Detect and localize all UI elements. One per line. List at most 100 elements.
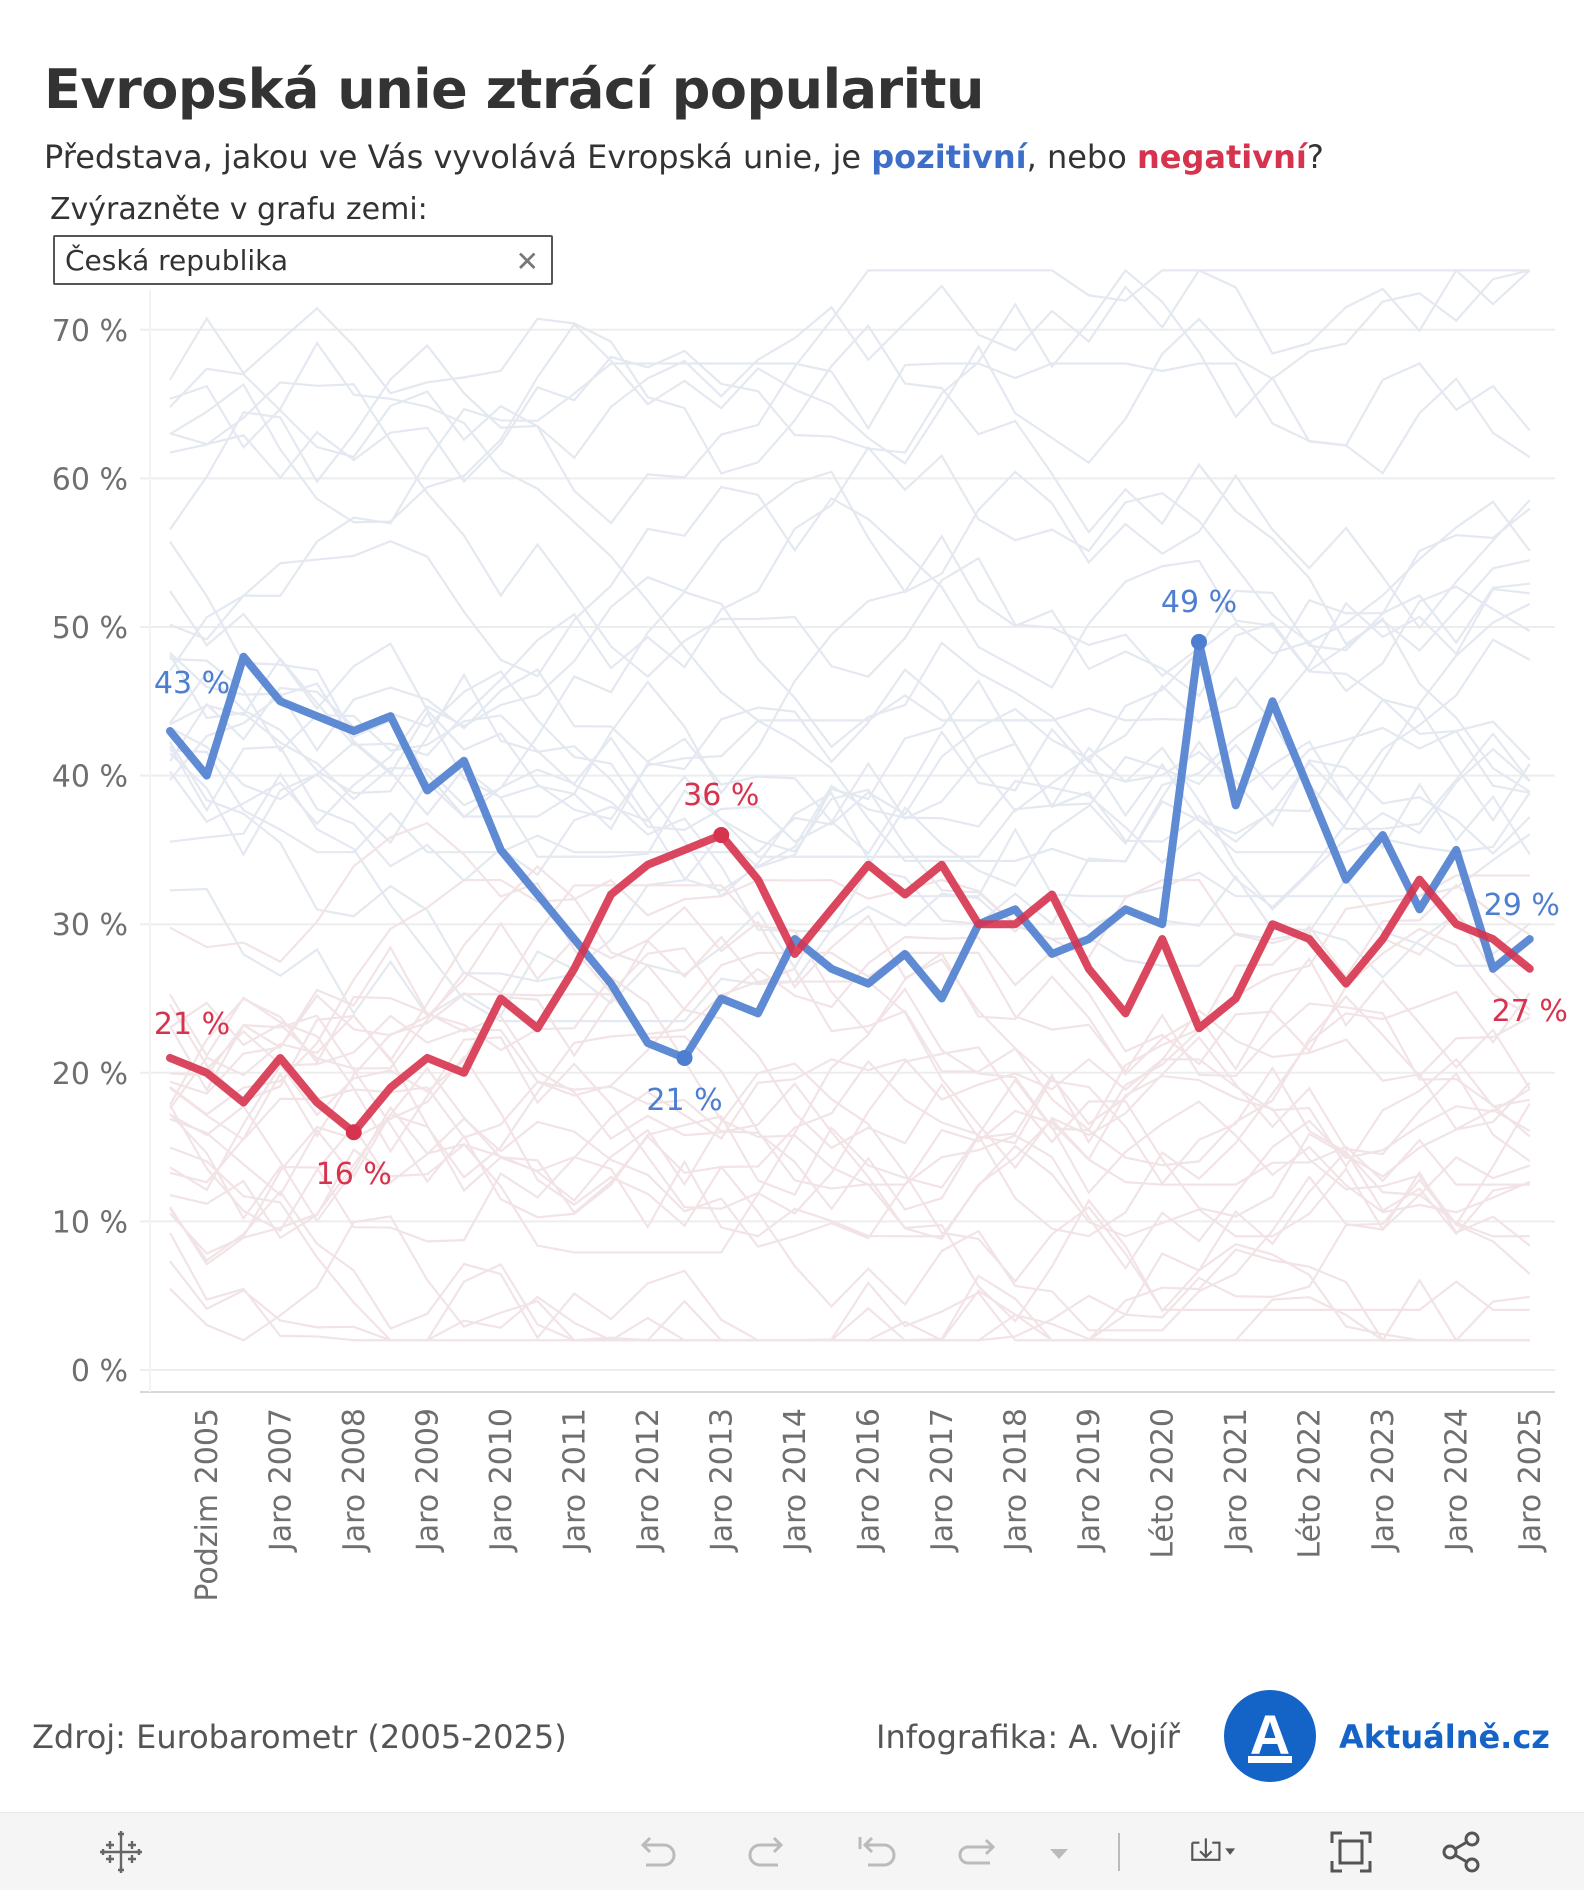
- annotation-dot: [676, 1049, 693, 1066]
- x-tick-label: Jaro 2023: [1366, 1408, 1401, 1553]
- close-icon[interactable]: ✕: [515, 245, 539, 278]
- background-country-line: [169, 1146, 1530, 1342]
- background-country-line: [169, 341, 1530, 722]
- annotation-label: 29 %: [1484, 888, 1560, 923]
- annotation-dot: [713, 827, 730, 844]
- viz-toolbar: [0, 1812, 1584, 1890]
- x-tick-label: Jaro 2007: [263, 1408, 298, 1553]
- toolbar-divider: [1118, 1833, 1120, 1871]
- series-line-negativní[interactable]: [166, 831, 1534, 1137]
- background-country-lines: [169, 268, 1531, 1343]
- subtitle-text: Představa, jakou ve Vás vyvolává Evropsk…: [44, 138, 872, 176]
- y-tick-label: 0 %: [71, 1354, 128, 1389]
- background-country-line: [169, 1066, 1530, 1238]
- background-country-line: [169, 678, 1531, 1018]
- background-country-line: [169, 381, 1531, 679]
- y-axis: 0 % 10 % 20 % 30 % 40 % 50 % 60 % 70 %: [52, 314, 128, 1389]
- x-tick-label: Podzim 2005: [190, 1408, 225, 1602]
- aktualne-logo[interactable]: A: [1224, 1690, 1316, 1782]
- chart-title: Evropská unie ztrácí popularitu: [44, 58, 984, 121]
- country-filter-input[interactable]: Česká republika ✕: [53, 235, 553, 285]
- background-country-line: [169, 587, 1530, 858]
- subtitle-negative: negativní: [1136, 138, 1307, 176]
- credit-text: Infografika: A. Vojíř: [876, 1718, 1180, 1756]
- annotation-dot: [345, 1124, 362, 1141]
- x-tick-label: Léto 2022: [1292, 1408, 1327, 1559]
- highlighted-series: [166, 637, 1534, 1137]
- annotation-label: 43 %: [154, 666, 230, 701]
- subtitle-middle: , nebo: [1026, 138, 1137, 176]
- x-tick-label: Jaro 2018: [998, 1408, 1033, 1553]
- y-tick-label: 30 %: [52, 908, 128, 943]
- annotation-label: 21 %: [646, 1083, 722, 1118]
- x-tick-label: Jaro 2012: [631, 1408, 666, 1553]
- background-country-line: [169, 534, 1531, 818]
- background-country-line: [169, 993, 1530, 1323]
- background-country-line: [169, 306, 1530, 653]
- dropdown-arrow-icon[interactable]: [1034, 1827, 1084, 1877]
- background-country-line: [169, 884, 1531, 1214]
- background-country-line: [169, 1055, 1531, 1332]
- background-country-line: [169, 585, 1531, 807]
- background-country-line: [169, 993, 1531, 1218]
- refresh-icon[interactable]: [952, 1827, 1002, 1877]
- background-country-line: [169, 945, 1530, 1186]
- x-tick-label: Jaro 2010: [484, 1408, 519, 1553]
- revert-icon[interactable]: [852, 1827, 902, 1877]
- y-tick-label: 50 %: [52, 611, 128, 646]
- fullscreen-icon[interactable]: [1326, 1827, 1376, 1877]
- series-line-pozitivní[interactable]: [166, 637, 1534, 1062]
- x-tick-label: Jaro 2014: [778, 1408, 813, 1553]
- y-tick-label: 70 %: [52, 314, 128, 349]
- background-country-line: [169, 821, 1531, 1066]
- y-tick-label: 40 %: [52, 760, 128, 795]
- background-country-line: [169, 951, 1531, 1141]
- redo-icon[interactable]: [742, 1827, 792, 1877]
- tableau-icon[interactable]: [96, 1827, 146, 1877]
- background-country-line: [169, 445, 1531, 757]
- x-tick-label: Jaro 2013: [704, 1408, 739, 1553]
- background-country-line: [169, 269, 1530, 531]
- annotation-label: 36 %: [683, 778, 759, 813]
- subtitle-end: ?: [1306, 138, 1324, 176]
- subtitle-positive: pozitivní: [871, 138, 1027, 176]
- background-country-line: [169, 1189, 1530, 1342]
- chart-annotations: 43 % 21 % 49 % 29 % 21 % 16 % 36 % 27 %: [154, 585, 1568, 1192]
- share-icon[interactable]: [1436, 1827, 1486, 1877]
- background-country-line: [169, 268, 1531, 525]
- annotation-label: 27 %: [1492, 994, 1568, 1029]
- background-country-line: [169, 1088, 1531, 1271]
- x-tick-label: Jaro 2025: [1513, 1408, 1548, 1553]
- background-country-line: [169, 638, 1531, 933]
- background-country-line: [169, 935, 1531, 1197]
- background-country-line: [169, 994, 1531, 1215]
- x-tick-label: Léto 2020: [1145, 1408, 1180, 1559]
- annotation-dot: [1191, 633, 1207, 650]
- x-tick-label: Jaro 2017: [925, 1408, 960, 1553]
- annotation-label: 16 %: [316, 1157, 392, 1192]
- country-filter-value: Česká republika: [65, 243, 289, 277]
- x-tick-label: Jaro 2024: [1439, 1408, 1474, 1553]
- chart-subtitle: Představa, jakou ve Vás vyvolává Evropsk…: [44, 138, 1324, 176]
- background-country-line: [169, 707, 1531, 854]
- background-country-line: [169, 268, 1531, 484]
- undo-icon[interactable]: [632, 1827, 682, 1877]
- background-country-line: [169, 1215, 1530, 1343]
- background-country-line: [169, 1057, 1530, 1243]
- x-tick-label: Jaro 2011: [557, 1408, 592, 1553]
- background-country-line: [169, 602, 1531, 909]
- logo-a-icon: A: [1248, 1703, 1292, 1766]
- filter-label: Zvýrazněte v grafu zemi:: [50, 192, 428, 227]
- line-chart: 0 % 10 % 20 % 30 % 40 % 50 % 60 % 70 % Podzim 2…: [52, 268, 1568, 1602]
- x-tick-label: Jaro 2009: [410, 1408, 445, 1553]
- y-tick-label: 60 %: [52, 462, 128, 497]
- y-tick-label: 10 %: [52, 1205, 128, 1240]
- background-country-line: [169, 269, 1531, 524]
- background-country-line: [169, 772, 1531, 1023]
- background-country-line: [169, 736, 1531, 898]
- source-text: Zdroj: Eurobarometr (2005-2025): [32, 1718, 567, 1756]
- logo-letter: A: [1250, 1703, 1290, 1766]
- background-country-line: [169, 1062, 1530, 1311]
- logo-text[interactable]: Aktuálně.cz: [1339, 1718, 1550, 1756]
- download-icon[interactable]: [1188, 1827, 1238, 1877]
